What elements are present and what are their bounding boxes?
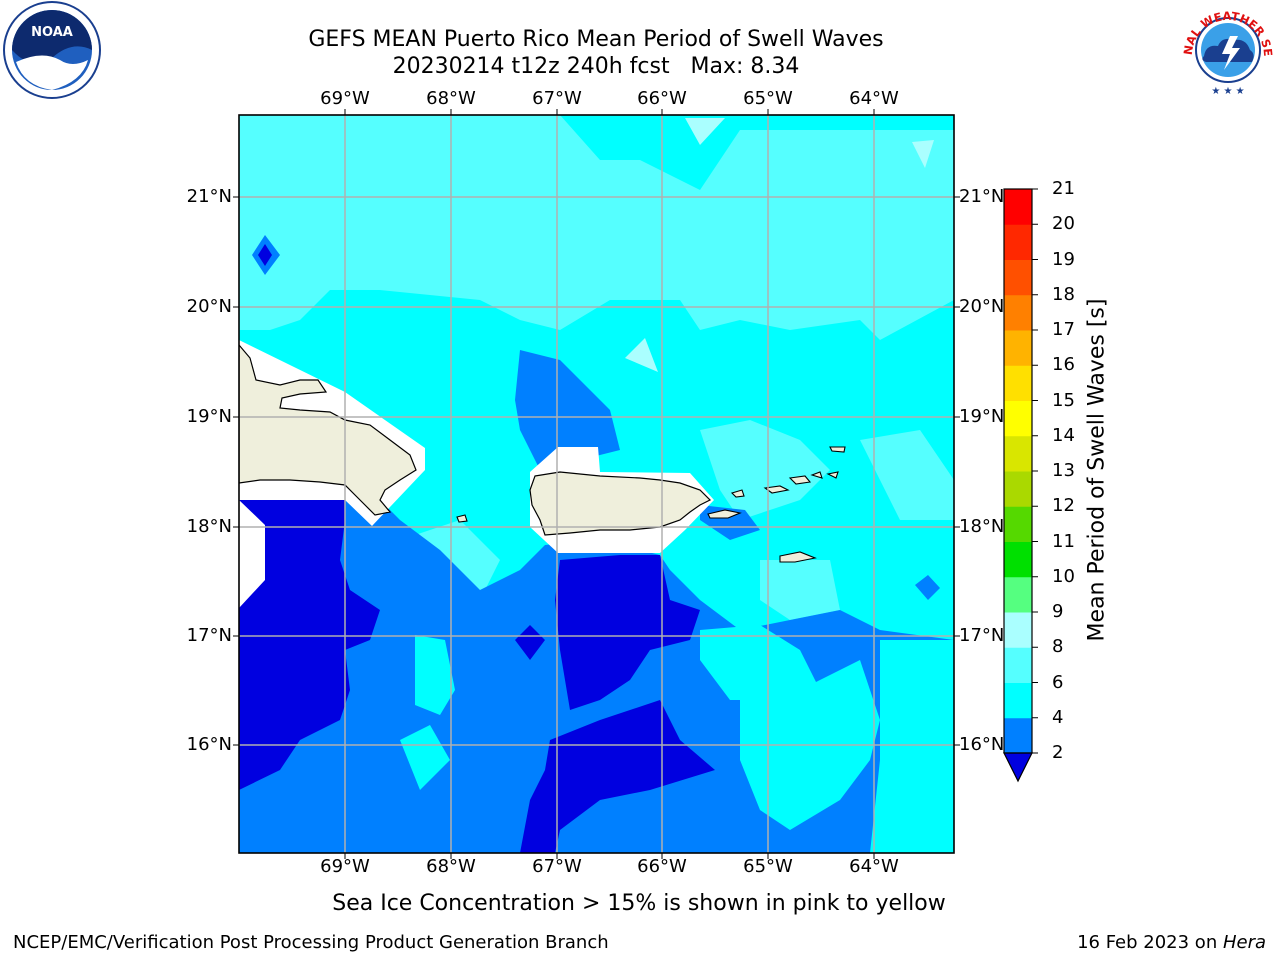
colorbar-level-label: 18 — [1052, 283, 1075, 305]
svg-text:★ ★ ★: ★ ★ ★ — [1211, 86, 1244, 97]
colorbar-extend-min — [1003, 752, 1033, 783]
nws-logo: NATIONAL WEATHER SERVICE ★ ★ ★ — [1178, 0, 1275, 97]
map-gridlines — [239, 115, 954, 853]
lon-label-top: 67°W — [532, 88, 582, 109]
map-frame — [238, 114, 955, 854]
field-0-2-dot2 — [258, 244, 272, 266]
colorbar-bin — [1004, 576, 1032, 613]
colorbar-level-label: 11 — [1052, 530, 1075, 552]
chart-title-line2: 20230214 t12z 240h fcst Max: 8.34 — [392, 54, 800, 79]
lat-label-right: 17°N — [959, 625, 1005, 646]
virgin-islands — [730, 446, 846, 563]
lon-label-bottom: 68°W — [426, 856, 476, 877]
lat-label-left: 18°N — [186, 516, 232, 537]
colorbar-bin — [1004, 330, 1032, 366]
lat-label-right: 20°N — [959, 296, 1005, 317]
colorbar-bin — [1004, 471, 1032, 507]
footer-date: 16 Feb 2023 on Hera — [1077, 932, 1266, 953]
colorbar-bin — [1004, 506, 1032, 542]
lat-label-right: 16°N — [959, 734, 1005, 755]
colorbar-bin — [1004, 365, 1032, 401]
lon-label-bottom: 64°W — [849, 856, 899, 877]
colorbar-level-label: 8 — [1052, 636, 1064, 658]
noaa-logo: NOAA — [3, 1, 101, 99]
field-4-6-inner — [400, 625, 954, 853]
colorbar-level-label: 14 — [1052, 424, 1075, 446]
colorbar-bin — [1004, 224, 1032, 260]
lon-label-top: 65°W — [743, 88, 793, 109]
noaa-logo-text: NOAA — [31, 25, 73, 40]
vieques-island — [707, 509, 742, 519]
nodata-area — [239, 340, 714, 608]
colorbar-level-label: 12 — [1052, 495, 1075, 517]
mona-island — [456, 514, 468, 523]
lon-label-top: 64°W — [849, 88, 899, 109]
colorbar-bin — [1004, 541, 1032, 578]
footer-host: Hera — [1222, 932, 1266, 953]
colorbar-level-label: 4 — [1052, 706, 1064, 728]
lon-label-bottom: 65°W — [743, 856, 793, 877]
colorbar-title: Mean Period of Swell Waves [s] — [1084, 298, 1110, 642]
colorbar-level-label: 17 — [1052, 319, 1075, 340]
field-6-8-patches — [239, 115, 954, 620]
footer-date-text: 16 Feb 2023 on — [1077, 932, 1223, 953]
chart-title-line1: GEFS MEAN Puerto Rico Mean Period of Swe… — [308, 27, 884, 52]
footer-branch: NCEP/EMC/Verification Post Processing Pr… — [13, 932, 609, 953]
colorbar — [1003, 188, 1038, 783]
lat-label-left: 20°N — [186, 296, 232, 317]
colorbar-bin — [1004, 647, 1032, 683]
lon-label-top: 68°W — [426, 88, 476, 109]
lon-label-bottom: 67°W — [532, 856, 582, 877]
colorbar-bin — [1004, 435, 1032, 472]
sea-ice-note: Sea Ice Concentration > 15% is shown in … — [332, 891, 946, 916]
lat-label-right: 19°N — [959, 406, 1005, 427]
colorbar-bin — [1004, 189, 1032, 225]
lon-label-bottom: 69°W — [320, 856, 370, 877]
colorbar-bin — [1004, 682, 1032, 719]
colorbar-level-label: 15 — [1052, 389, 1075, 411]
puerto-rico-land — [529, 471, 712, 536]
lat-label-left: 16°N — [186, 734, 232, 755]
colorbar-level-label: 21 — [1052, 178, 1075, 199]
lat-label-left: 17°N — [186, 625, 232, 646]
colorbar-level-label: 9 — [1052, 601, 1064, 622]
colorbar-bin — [1004, 294, 1032, 331]
lat-label-left: 19°N — [186, 406, 232, 427]
lat-label-right: 21°N — [959, 186, 1005, 207]
lat-label-left: 21°N — [186, 186, 232, 207]
lat-label-right: 18°N — [959, 516, 1005, 537]
colorbar-level-label: 10 — [1052, 565, 1075, 587]
colorbar-level-label: 13 — [1052, 460, 1075, 481]
colorbar-level-label: 20 — [1052, 213, 1075, 235]
colorbar-level-label: 6 — [1052, 671, 1064, 693]
lon-label-bottom: 66°W — [637, 856, 687, 877]
lon-label-top: 69°W — [320, 88, 370, 109]
colorbar-bin — [1004, 400, 1032, 437]
colorbar-level-label: 19 — [1052, 248, 1075, 270]
colorbar-bin — [1004, 612, 1032, 648]
field-0-2 — [239, 500, 715, 853]
colorbar-bin — [1004, 717, 1032, 754]
colorbar-level-label: 16 — [1052, 354, 1075, 376]
colorbar-level-label: 2 — [1052, 742, 1064, 763]
map-ticks — [233, 109, 960, 859]
hispaniola-land — [239, 344, 417, 516]
colorbar-bin — [1004, 259, 1032, 296]
lon-label-top: 66°W — [637, 88, 687, 109]
